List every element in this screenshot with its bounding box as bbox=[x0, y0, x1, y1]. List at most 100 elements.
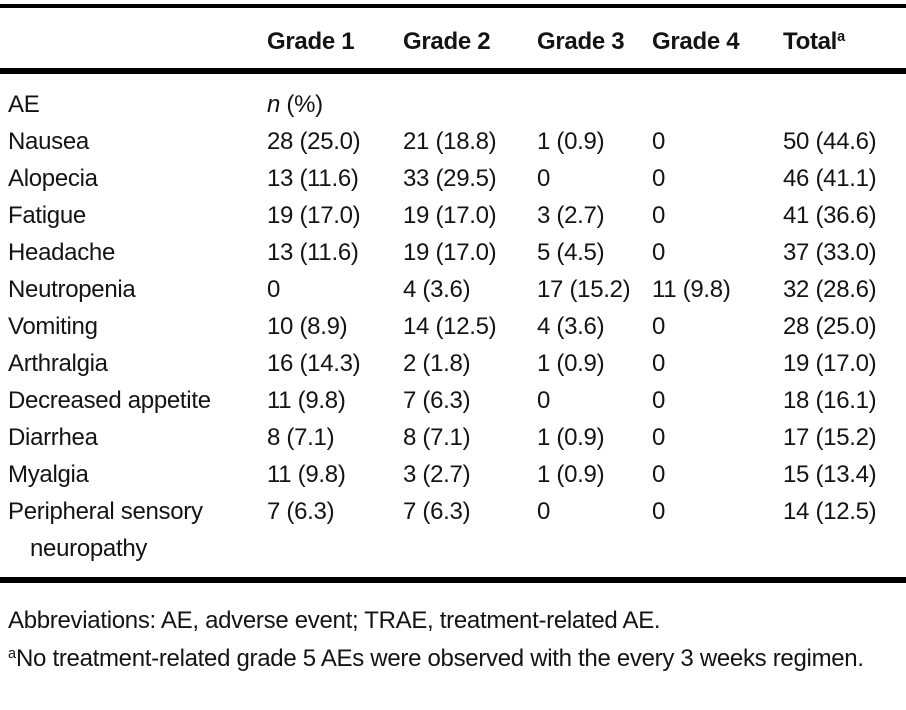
grade1-cell: 7 (6.3) bbox=[267, 498, 335, 525]
subheader-n-pct: n (%) bbox=[267, 71, 403, 123]
ae-cell: Fatigue bbox=[8, 202, 86, 229]
grade3-cell: 1 (0.9) bbox=[537, 424, 605, 451]
grade4-cell: 0 bbox=[652, 313, 666, 340]
grade4-cell: 0 bbox=[652, 165, 666, 192]
footnote-a-text: No treatment-related grade 5 AEs were ob… bbox=[16, 645, 864, 672]
header-grade2: Grade 2 bbox=[403, 8, 537, 74]
total-cell: 19 (17.0) bbox=[783, 350, 877, 377]
total-cell: 14 (12.5) bbox=[783, 498, 877, 525]
total-cell: 41 (36.6) bbox=[783, 202, 877, 229]
grade3-cell: 0 bbox=[537, 498, 551, 525]
abbreviations-note: Abbreviations: AE, adverse event; TRAE, … bbox=[8, 607, 661, 634]
table-row: Myalgia 11 (9.8) 3 (2.7) 1 (0.9) 0 15 (1… bbox=[0, 456, 906, 493]
grade3-cell: 1 (0.9) bbox=[537, 461, 605, 488]
grade2-cell: 8 (7.1) bbox=[403, 424, 471, 451]
grade2-cell: 19 (17.0) bbox=[403, 239, 497, 266]
footnotes: Abbreviations: AE, adverse event; TRAE, … bbox=[0, 603, 906, 676]
grade1-cell: 19 (17.0) bbox=[267, 202, 361, 229]
adverse-events-table: Grade 1 Grade 2 Grade 3 Grade 4 Totala A… bbox=[0, 8, 906, 577]
table-header: Grade 1 Grade 2 Grade 3 Grade 4 Totala bbox=[0, 8, 906, 74]
grade2-cell: 3 (2.7) bbox=[403, 461, 471, 488]
subheader-n-italic: n bbox=[267, 91, 281, 118]
header-ae-empty bbox=[0, 8, 267, 74]
ae-cell: Neutropenia bbox=[8, 276, 136, 303]
ae-cell: Alopecia bbox=[8, 165, 98, 192]
table-row: Decreased appetite 11 (9.8) 7 (6.3) 0 0 … bbox=[0, 382, 906, 419]
grade4-cell: 0 bbox=[652, 128, 666, 155]
ae-cell: Peripheral sensory neuropathy bbox=[8, 498, 203, 562]
grade4-cell: 0 bbox=[652, 387, 666, 414]
grade2-cell: 2 (1.8) bbox=[403, 350, 471, 377]
grade2-cell: 7 (6.3) bbox=[403, 498, 471, 525]
top-rule bbox=[0, 4, 906, 8]
total-cell: 17 (15.2) bbox=[783, 424, 877, 451]
table-row: Nausea 28 (25.0) 21 (18.8) 1 (0.9) 0 50 … bbox=[0, 123, 906, 160]
total-cell: 46 (41.1) bbox=[783, 165, 877, 192]
grade3-cell: 3 (2.7) bbox=[537, 202, 605, 229]
subheader-row: AE n (%) bbox=[0, 71, 906, 123]
ae-cell: Vomiting bbox=[8, 313, 98, 340]
total-cell: 32 (28.6) bbox=[783, 276, 877, 303]
grade2-cell: 14 (12.5) bbox=[403, 313, 497, 340]
subheader-pct: (%) bbox=[280, 91, 323, 118]
table-row: Arthralgia 16 (14.3) 2 (1.8) 1 (0.9) 0 1… bbox=[0, 345, 906, 382]
header-row: Grade 1 Grade 2 Grade 3 Grade 4 Totala bbox=[0, 8, 906, 74]
grade4-cell: 0 bbox=[652, 239, 666, 266]
grade2-cell: 33 (29.5) bbox=[403, 165, 497, 192]
ae-cell: Myalgia bbox=[8, 461, 89, 488]
grade3-cell: 5 (4.5) bbox=[537, 239, 605, 266]
grade1-cell: 16 (14.3) bbox=[267, 350, 361, 377]
header-total-label: Total bbox=[783, 28, 838, 55]
table-row: Peripheral sensory neuropathy 7 (6.3) 7 … bbox=[0, 493, 906, 577]
grade2-cell: 21 (18.8) bbox=[403, 128, 497, 155]
grade1-cell: 11 (9.8) bbox=[267, 461, 346, 488]
grade1-cell: 13 (11.6) bbox=[267, 239, 359, 266]
total-cell: 15 (13.4) bbox=[783, 461, 877, 488]
subheader-ae-label: AE bbox=[8, 91, 40, 118]
grade2-cell: 7 (6.3) bbox=[403, 387, 471, 414]
total-cell: 18 (16.1) bbox=[783, 387, 877, 414]
grade3-cell: 0 bbox=[537, 165, 551, 192]
total-cell: 28 (25.0) bbox=[783, 313, 877, 340]
header-grade1: Grade 1 bbox=[267, 8, 403, 74]
grade2-cell: 19 (17.0) bbox=[403, 202, 497, 229]
grade3-cell: 4 (3.6) bbox=[537, 313, 605, 340]
table-row: Headache 13 (11.6) 19 (17.0) 5 (4.5) 0 3… bbox=[0, 234, 906, 271]
ae-cell: Diarrhea bbox=[8, 424, 98, 451]
grade4-cell: 0 bbox=[652, 498, 666, 525]
table-body: AE n (%) Nausea 28 (25.0) 21 (18.8) 1 (0… bbox=[0, 71, 906, 577]
ae-cell: Nausea bbox=[8, 128, 89, 155]
grade1-cell: 11 (9.8) bbox=[267, 387, 346, 414]
grade3-cell: 1 (0.9) bbox=[537, 128, 605, 155]
grade3-cell: 0 bbox=[537, 387, 551, 414]
bottom-table-rule bbox=[0, 577, 906, 583]
ae-cell: Arthralgia bbox=[8, 350, 108, 377]
header-total-footnote-marker: a bbox=[837, 29, 846, 46]
total-cell: 37 (33.0) bbox=[783, 239, 877, 266]
ae-cell: Decreased appetite bbox=[8, 387, 211, 414]
grade4-cell: 11 (9.8) bbox=[652, 276, 731, 303]
footnote-a-marker: a bbox=[8, 646, 17, 663]
table-row: Alopecia 13 (11.6) 33 (29.5) 0 0 46 (41.… bbox=[0, 160, 906, 197]
footnote-a: aNo treatment-related grade 5 AEs were o… bbox=[8, 641, 898, 676]
grade4-cell: 0 bbox=[652, 424, 666, 451]
table-row: Diarrhea 8 (7.1) 8 (7.1) 1 (0.9) 0 17 (1… bbox=[0, 419, 906, 456]
grade3-cell: 17 (15.2) bbox=[537, 276, 631, 303]
grade2-cell: 4 (3.6) bbox=[403, 276, 471, 303]
ae-cell: Headache bbox=[8, 239, 116, 266]
grade1-cell: 13 (11.6) bbox=[267, 165, 359, 192]
header-grade3: Grade 3 bbox=[537, 8, 652, 74]
grade3-cell: 1 (0.9) bbox=[537, 350, 605, 377]
table-row: Neutropenia 0 4 (3.6) 17 (15.2) 11 (9.8)… bbox=[0, 271, 906, 308]
grade1-cell: 8 (7.1) bbox=[267, 424, 335, 451]
table-row: Vomiting 10 (8.9) 14 (12.5) 4 (3.6) 0 28… bbox=[0, 308, 906, 345]
header-grade4: Grade 4 bbox=[652, 8, 783, 74]
table-row: Fatigue 19 (17.0) 19 (17.0) 3 (2.7) 0 41… bbox=[0, 197, 906, 234]
grade4-cell: 0 bbox=[652, 350, 666, 377]
grade4-cell: 0 bbox=[652, 461, 666, 488]
grade1-cell: 28 (25.0) bbox=[267, 128, 361, 155]
total-cell: 50 (44.6) bbox=[783, 128, 877, 155]
grade1-cell: 10 (8.9) bbox=[267, 313, 348, 340]
grade1-cell: 0 bbox=[267, 276, 281, 303]
